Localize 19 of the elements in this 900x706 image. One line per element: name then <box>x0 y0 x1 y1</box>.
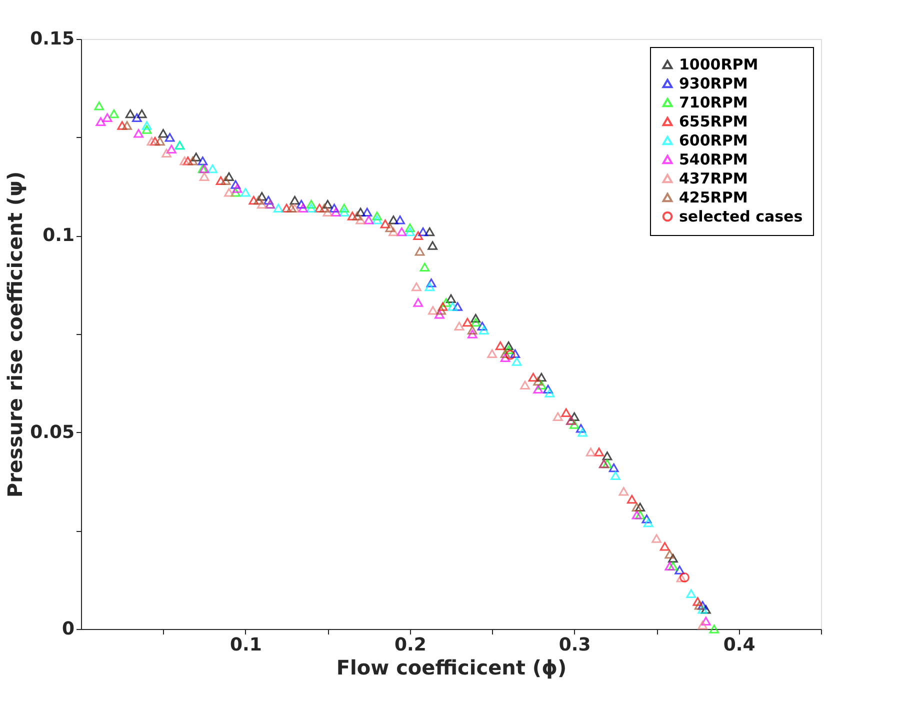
y-tick-label: 0.15 <box>30 28 74 50</box>
x-tick-label: 0.2 <box>394 634 426 656</box>
x-axis-title: Flow coefficicent (ϕ) <box>336 656 567 680</box>
legend-label: selected cases <box>679 208 803 226</box>
legend-label: 600RPM <box>679 132 748 150</box>
y-tick-label: 0 <box>62 618 74 640</box>
y-tick-label: 0.1 <box>42 225 74 246</box>
x-tick-label: 0.3 <box>558 634 591 656</box>
y-tick-label: 0.05 <box>30 422 74 443</box>
legend-label: 655RPM <box>679 112 748 130</box>
x-tick-label: 0.1 <box>230 634 262 656</box>
legend-label: 1000RPM <box>679 56 758 74</box>
legend-label: 437RPM <box>679 170 748 188</box>
legend-label: 710RPM <box>679 94 748 112</box>
legend-label: 930RPM <box>679 74 748 92</box>
y-axis-title: Pressure rise coefficicent (ψ) <box>3 171 28 498</box>
legend-label: 540RPM <box>679 150 748 168</box>
x-tick-label: 0.4 <box>723 634 756 656</box>
legend-label: 425RPM <box>679 188 748 206</box>
